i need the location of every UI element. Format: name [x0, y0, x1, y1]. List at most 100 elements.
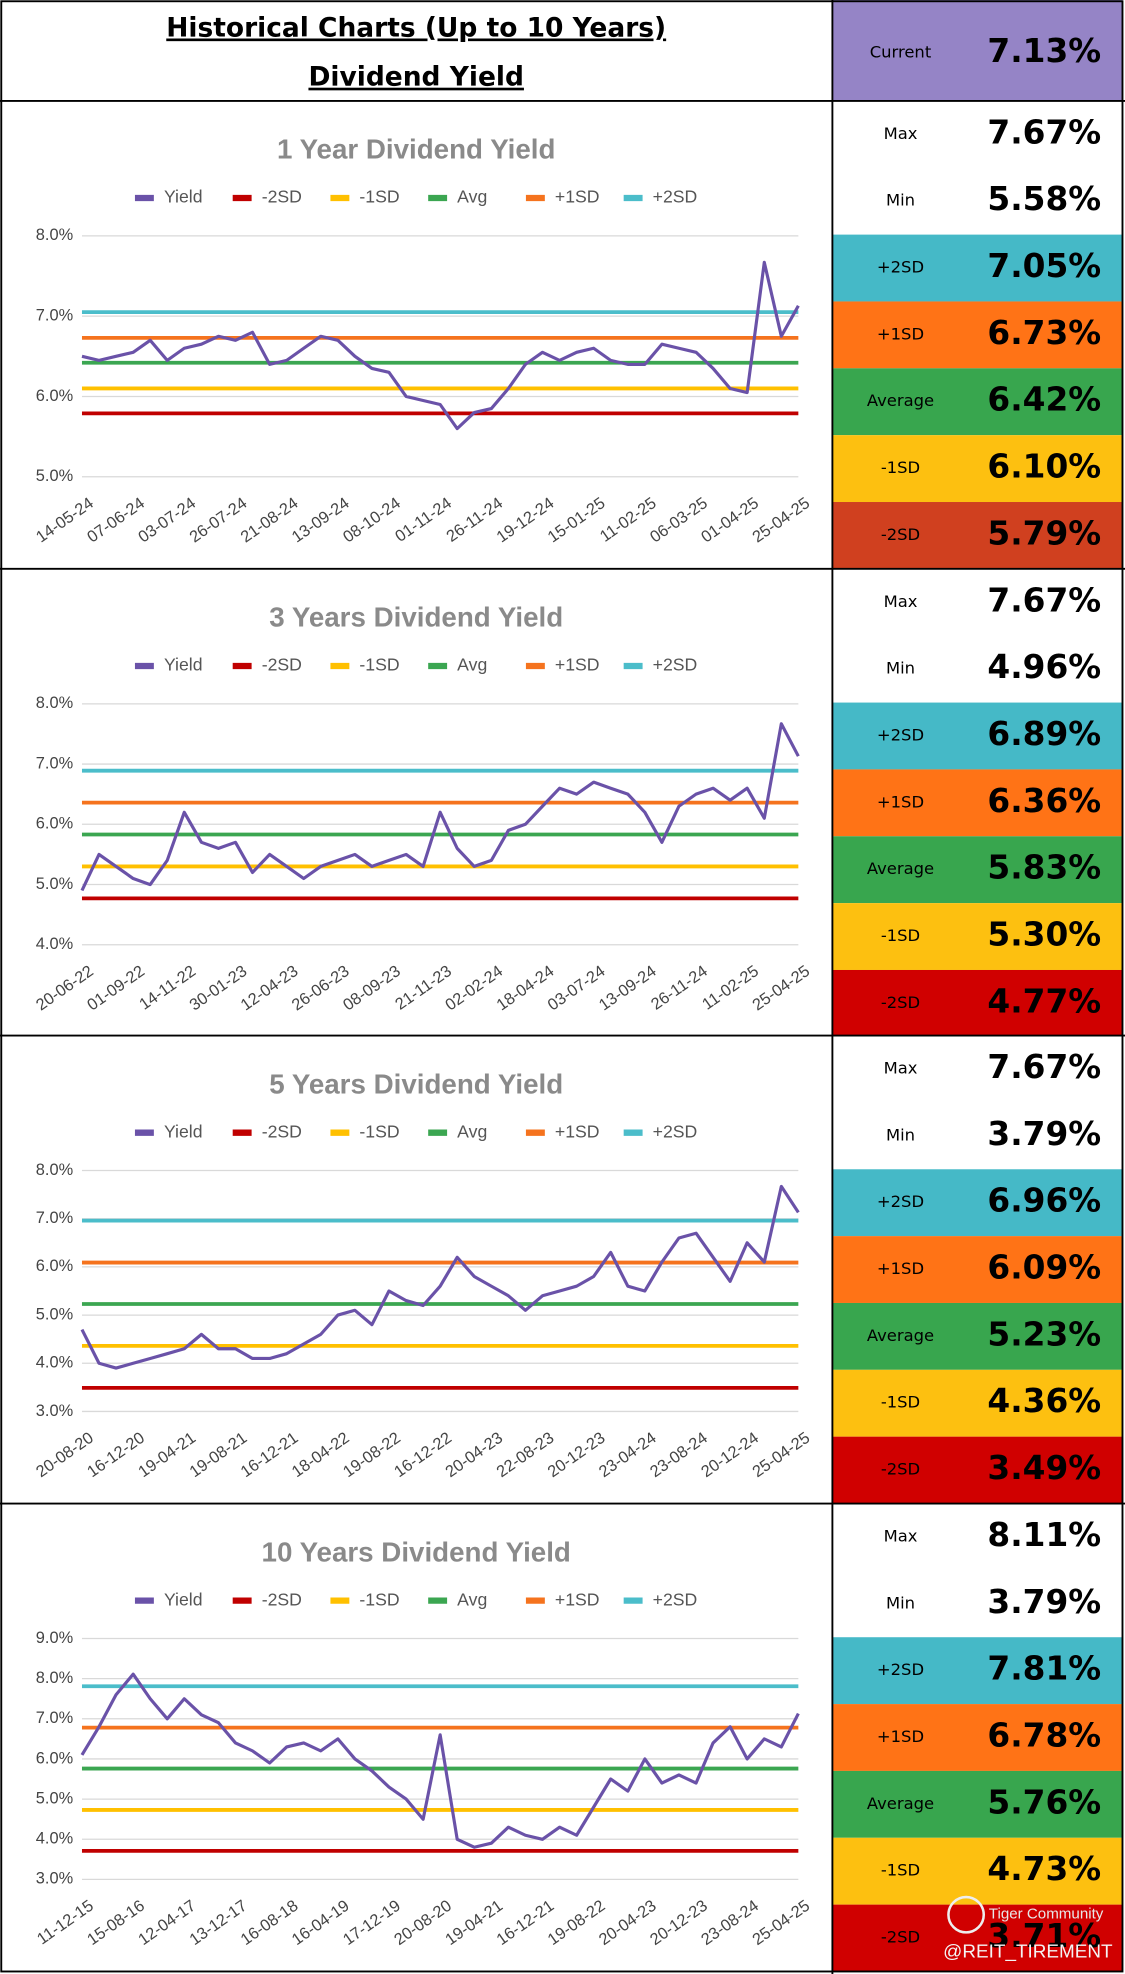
panel-label: +1SD [877, 1259, 924, 1278]
panel-value: 4.73% [987, 1850, 1101, 1888]
panel-cell [832, 1436, 1123, 1504]
y-tick-label: 7.0% [36, 307, 73, 325]
current-value: 7.13% [987, 32, 1101, 70]
panel-cell [832, 1169, 1123, 1237]
legend-label: Avg [457, 1121, 487, 1141]
panel-cell [832, 903, 1123, 970]
panel-label: Max [884, 124, 918, 143]
legend-label: -2SD [262, 1589, 302, 1609]
legend-label: Yield [164, 187, 203, 207]
panel-value: 7.67% [987, 113, 1101, 151]
panel-cell [832, 1637, 1123, 1705]
panel-value: 3.71% [987, 1917, 1101, 1955]
panel-label: +1SD [877, 792, 924, 811]
panel-label: Average [867, 1794, 934, 1813]
panel-value: 7.05% [987, 247, 1101, 285]
panel-label: Min [886, 659, 915, 678]
y-tick-label: 8.0% [36, 226, 73, 244]
legend-label: +1SD [555, 1121, 600, 1141]
chart-title: 3 Years Dividend Yield [269, 602, 563, 633]
panel-cell [832, 1035, 1123, 1103]
panel-label: -2SD [881, 1928, 920, 1947]
y-tick-label: 5.0% [36, 875, 73, 893]
panel-value: 6.96% [987, 1182, 1101, 1220]
panel-value: 5.83% [987, 849, 1101, 887]
panel-cell [832, 769, 1123, 837]
panel-label: Average [867, 391, 934, 410]
panel-label: -2SD [881, 525, 920, 544]
legend-label: +1SD [555, 187, 600, 207]
yield-line [80, 1184, 800, 1370]
panel-label: +1SD [877, 324, 924, 343]
legend-label: Avg [457, 655, 487, 675]
y-tick-label: 8.0% [36, 694, 73, 712]
panel-label: Max [884, 1058, 918, 1077]
panel-cell [832, 702, 1123, 770]
panel-cell [832, 969, 1123, 1037]
panel-cell [832, 1503, 1123, 1571]
panel-label: +2SD [877, 1660, 924, 1679]
panel-label: Max [884, 592, 918, 611]
panel-cell [832, 1904, 1123, 1972]
panel-value: 6.36% [987, 782, 1101, 820]
legend-label: +1SD [555, 1589, 600, 1609]
panel-value: 3.49% [987, 1449, 1101, 1487]
header-subtitle: Dividend Yield [308, 62, 523, 93]
watermark-brand: Tiger Community [989, 1906, 1104, 1923]
panel-value: 4.36% [987, 1382, 1101, 1420]
panel-value: 5.79% [987, 514, 1101, 552]
panel-value: 6.78% [987, 1716, 1101, 1754]
panel-value: 5.58% [987, 180, 1101, 218]
current-cell [832, 0, 1123, 101]
y-tick-label: 7.0% [36, 1709, 73, 1727]
panel-value: 3.79% [987, 1115, 1101, 1153]
y-tick-label: 7.0% [36, 754, 73, 772]
panel-value: 3.79% [987, 1583, 1101, 1621]
panel-label: -1SD [881, 926, 920, 945]
panel-cell [832, 167, 1123, 235]
legend-label: +2SD [653, 1589, 698, 1609]
panel-cell [832, 301, 1123, 369]
y-tick-label: 8.0% [36, 1669, 73, 1687]
yield-line [80, 1672, 800, 1849]
panel-label: -1SD [881, 458, 920, 477]
panel-value: 5.76% [987, 1783, 1101, 1821]
panel-cell [832, 1704, 1123, 1771]
watermark-handle: @REIT_TIREMENT [943, 1942, 1113, 1963]
panel-value: 4.96% [987, 648, 1101, 686]
y-tick-label: 4.0% [36, 1830, 73, 1848]
y-tick-label: 9.0% [36, 1629, 73, 1647]
legend-label: Yield [164, 655, 203, 675]
legend-label: -1SD [359, 1589, 399, 1609]
panel-label: -2SD [881, 1460, 920, 1479]
panel-value: 7.67% [987, 1048, 1101, 1086]
panel-cell [832, 435, 1123, 503]
panel-value: 6.89% [987, 715, 1101, 753]
yield-line [81, 260, 800, 431]
panel-label: Average [867, 859, 934, 878]
legend-label: -2SD [262, 655, 302, 675]
panel-cell [832, 836, 1123, 904]
panel-cell [832, 368, 1123, 436]
panel-label: +2SD [877, 258, 924, 277]
legend-label: -2SD [262, 1121, 302, 1141]
y-tick-label: 4.0% [36, 935, 73, 953]
panel-value: 6.42% [987, 381, 1101, 419]
y-tick-label: 5.0% [36, 467, 73, 485]
chart-title: 10 Years Dividend Yield [262, 1536, 571, 1567]
legend-label: +2SD [653, 655, 698, 675]
y-tick-label: 3.0% [36, 1870, 73, 1888]
panel-label: Average [867, 1326, 934, 1345]
panel-cell [832, 1302, 1123, 1370]
y-tick-label: 6.0% [36, 387, 73, 405]
chart-title: 5 Years Dividend Yield [269, 1068, 563, 1099]
panel-cell [832, 635, 1123, 703]
legend-label: Yield [164, 1589, 203, 1609]
panel-value: 8.11% [987, 1516, 1101, 1554]
panel-value: 5.23% [987, 1315, 1101, 1353]
panel-label: +1SD [877, 1727, 924, 1746]
legend-label: Avg [457, 1589, 487, 1609]
y-tick-label: 7.0% [36, 1209, 73, 1227]
panel-label: Max [884, 1526, 918, 1545]
